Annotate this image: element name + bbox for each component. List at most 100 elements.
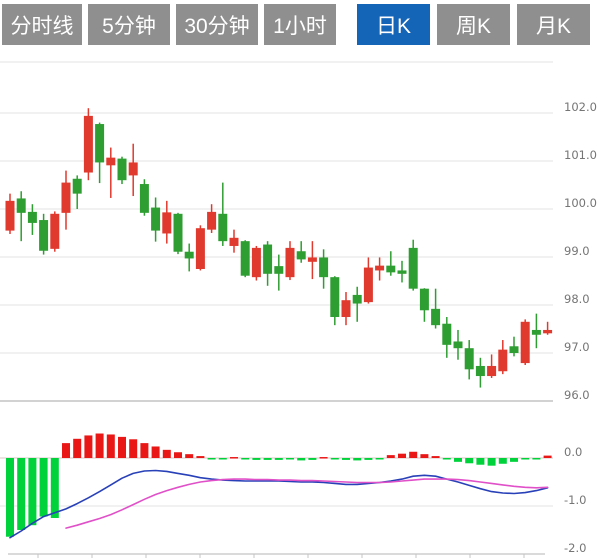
macd-histogram-bar xyxy=(375,458,384,460)
candle xyxy=(453,341,463,349)
tab-timeline[interactable]: 分时线 xyxy=(2,4,82,45)
macd-histogram-bar xyxy=(140,443,149,458)
macd-y-axis-label: 0.0 xyxy=(564,445,582,459)
macd-histogram-bar xyxy=(386,455,395,458)
price-y-axis-label: 96.0 xyxy=(564,388,590,402)
tab-1hour[interactable]: 1小时 xyxy=(264,4,336,45)
candle xyxy=(173,213,183,252)
candle xyxy=(397,270,407,274)
macd-histogram-bar xyxy=(95,433,104,458)
candle xyxy=(207,211,217,230)
macd-histogram-bar xyxy=(308,458,317,460)
price-y-axis-label: 98.0 xyxy=(564,292,590,306)
candle xyxy=(39,220,49,251)
macd-histogram-bar xyxy=(286,458,294,460)
macd-histogram-bar xyxy=(207,458,216,460)
macd-histogram-bar xyxy=(330,458,339,460)
macd-histogram-bar xyxy=(241,458,250,460)
candle xyxy=(330,277,340,317)
candle xyxy=(16,198,26,213)
candle xyxy=(498,349,508,372)
candle xyxy=(240,241,250,276)
candle xyxy=(61,182,71,213)
macd-histogram-bar xyxy=(420,454,429,458)
candle xyxy=(543,329,553,334)
macd-histogram-bar xyxy=(465,458,474,464)
macd-histogram-bar xyxy=(230,457,238,459)
candle xyxy=(218,213,228,242)
candle xyxy=(341,300,351,317)
tab-monthly-k[interactable]: 月K xyxy=(517,4,590,45)
tab-weekly-k[interactable]: 周K xyxy=(437,4,510,45)
macd-histogram-bar xyxy=(498,458,507,464)
macd-histogram-bar xyxy=(129,439,138,458)
macd-histogram-bar xyxy=(364,458,373,460)
candle xyxy=(319,257,329,278)
candle xyxy=(464,348,474,370)
macd-y-axis-label: -1.0 xyxy=(564,493,586,507)
candle xyxy=(195,228,205,269)
price-y-axis-label: 102.0 xyxy=(564,100,597,114)
candle xyxy=(363,267,373,303)
macd-histogram-bar xyxy=(510,458,518,462)
macd-histogram-bar xyxy=(218,458,227,460)
candle xyxy=(487,365,497,377)
candle xyxy=(83,115,93,173)
macd-histogram-bar xyxy=(319,457,328,459)
candle xyxy=(475,365,485,377)
macd-histogram-bar xyxy=(342,458,350,460)
macd-histogram-bar xyxy=(62,443,70,458)
macd-histogram-bar xyxy=(353,458,362,461)
candle xyxy=(251,247,261,278)
price-y-axis-label: 100.0 xyxy=(564,196,597,210)
macd-histogram-bar xyxy=(73,438,82,458)
candle xyxy=(509,346,519,353)
price-y-axis-label: 97.0 xyxy=(564,340,590,354)
candle xyxy=(307,257,317,262)
macd-y-axis-label: -2.0 xyxy=(564,541,586,555)
candle xyxy=(408,247,418,289)
macd-histogram-bar xyxy=(162,449,171,458)
candle xyxy=(263,244,273,274)
candle xyxy=(117,158,127,181)
candle xyxy=(352,294,362,304)
candle xyxy=(274,266,284,274)
macd-histogram-bar xyxy=(521,458,530,460)
tab-30min[interactable]: 30分钟 xyxy=(176,4,258,45)
period-tab-bar: 分时线 5分钟 30分钟 1小时 日K 周K 月K xyxy=(0,0,604,50)
candle xyxy=(296,251,306,260)
macd-histogram-bar xyxy=(454,458,462,462)
macd-histogram-bar xyxy=(409,451,418,458)
macd-histogram-bar xyxy=(174,452,182,458)
macd-histogram-bar xyxy=(185,454,194,458)
macd-histogram-bar xyxy=(84,435,93,458)
macd-histogram-bar xyxy=(39,458,48,517)
candle xyxy=(27,211,37,223)
candle xyxy=(72,178,82,194)
candle xyxy=(531,329,541,335)
candle xyxy=(106,157,116,166)
macd-histogram-bar xyxy=(252,458,261,460)
candle xyxy=(375,265,385,271)
dif-line xyxy=(9,469,549,539)
macd-histogram-bar xyxy=(196,456,205,458)
candle xyxy=(184,251,194,259)
macd-histogram-bar xyxy=(543,455,552,458)
macd-histogram-bar xyxy=(28,458,37,526)
candle xyxy=(151,207,161,231)
price-y-axis-label: 99.0 xyxy=(564,244,590,258)
macd-histogram-bar xyxy=(431,456,440,458)
macd-histogram-bar xyxy=(297,458,306,461)
macd-histogram-bar xyxy=(274,458,283,460)
tab-5min[interactable]: 5分钟 xyxy=(88,4,170,45)
macd-histogram-bar xyxy=(6,458,14,537)
tab-daily-k[interactable]: 日K xyxy=(357,4,430,45)
macd-histogram-bar xyxy=(106,434,115,458)
candle xyxy=(50,213,60,249)
candle xyxy=(419,288,429,311)
candle xyxy=(442,323,452,345)
candle xyxy=(229,237,239,246)
price-y-axis-label: 101.0 xyxy=(564,148,597,162)
candle xyxy=(128,162,138,176)
